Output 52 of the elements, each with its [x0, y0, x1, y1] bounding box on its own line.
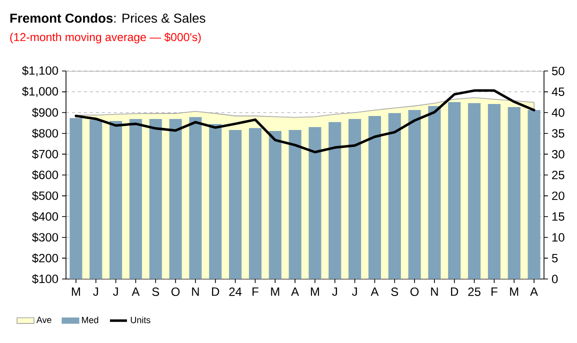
x-tick-label: N	[192, 288, 199, 296]
y2-tick-label: 25	[552, 170, 564, 180]
x-tick-label: M	[72, 288, 80, 296]
y2-tick-label: 45	[552, 88, 564, 96]
x-tick-label: 25	[468, 288, 480, 296]
x-tick-label: N	[431, 288, 438, 296]
chart-subtitle: (12-month moving average — $000's)	[10, 32, 201, 44]
legend-label: Med	[82, 316, 98, 324]
legend-label: Ave	[36, 316, 52, 324]
x-tick-label: S	[152, 288, 160, 296]
y-tick-label: $1,100	[22, 66, 58, 76]
y-tick-label: $900	[32, 108, 58, 118]
y2-tick-label: 10	[552, 233, 564, 242]
x-tick-label: J	[332, 288, 337, 296]
x-tick-label: M	[310, 288, 319, 296]
x-tick-label: 24	[229, 288, 242, 296]
y2-tick-label: 50	[552, 66, 564, 76]
x-tick-label: O	[410, 288, 419, 296]
x-tick-label: O	[171, 288, 180, 296]
x-tick-label: J	[352, 288, 357, 296]
x-tick-label: A	[291, 288, 300, 296]
x-tick-label: A	[530, 288, 538, 296]
x-tick-label: D	[212, 288, 220, 296]
chart-title: Fremont Condos: Prices & Sales	[10, 13, 206, 23]
x-tick-label: D	[451, 288, 458, 296]
y2-tick-label: 5	[552, 254, 558, 262]
y-tick-label: $300	[32, 232, 58, 242]
x-tick-label: F	[492, 288, 498, 296]
y2-tick-label: 0	[552, 274, 558, 284]
x-tick-label: F	[252, 288, 258, 296]
legend-label: Units	[130, 316, 150, 324]
x-tick-label: M	[271, 288, 280, 296]
x-tick-label: J	[93, 288, 98, 296]
y-tick-label: $600	[32, 170, 58, 180]
y-tick-label: $800	[32, 128, 58, 138]
line-series	[74, 89, 536, 154]
y-tick-label: $700	[32, 149, 58, 160]
y-tick-label: $500	[32, 190, 58, 201]
y-tick-label: $200	[32, 253, 58, 264]
y2-tick-label: 30	[552, 150, 564, 158]
y-tick-label: $400	[32, 212, 58, 222]
y2-tick-label: 15	[552, 212, 564, 221]
x-tick-label: S	[391, 288, 398, 296]
y2-tick-label: 20	[552, 192, 564, 200]
y2-tick-label: 40	[552, 108, 564, 117]
y-tick-label: $100	[32, 274, 58, 284]
x-tick-label: M	[510, 288, 518, 296]
y2-tick-label: 35	[552, 129, 564, 138]
x-tick-label: A	[132, 288, 140, 296]
x-tick-label: J	[112, 288, 118, 296]
y-tick-label: $1,000	[22, 86, 58, 97]
x-tick-label: A	[370, 288, 379, 296]
